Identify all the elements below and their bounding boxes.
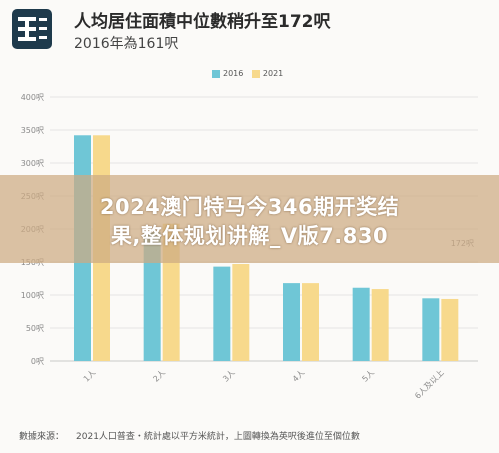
logo-icon xyxy=(12,9,52,49)
y-tick-label: 0呎 xyxy=(31,357,44,366)
legend-swatch-2016 xyxy=(212,69,220,78)
source-note: 數據來源： 2021人口普查・統計處以平方米統計，上圖轉換為英呎後進位至個位數 xyxy=(19,429,360,442)
bar-2016 xyxy=(143,232,161,361)
x-tick-label: 6人及以上 xyxy=(413,368,446,401)
legend-label-2021: 2021 xyxy=(262,69,284,78)
bar-2016 xyxy=(213,266,231,361)
legend-item-2021: 2021 xyxy=(251,69,284,78)
bar-2021 xyxy=(441,298,459,361)
bar-2016 xyxy=(422,298,440,361)
source-label: 數據來源： xyxy=(19,432,65,442)
y-tick-label: 50呎 xyxy=(26,324,44,333)
chart-subtitle: 2016年為161呎 xyxy=(74,36,179,52)
bar-2016 xyxy=(283,283,300,361)
legend-label-2016: 2016 xyxy=(223,69,244,78)
x-tick-label: 4人 xyxy=(291,368,307,384)
header: 人均居住面積中位數稍升至172呎 2016年為161呎 xyxy=(0,0,499,62)
y-tick-label: 350呎 xyxy=(21,126,44,135)
y-tick-label: 400呎 xyxy=(21,93,44,102)
overlay-banner: 2024澳门特马今346期开奖结 果,整体规划讲解_V版7.830 xyxy=(0,175,499,263)
legend-item-2016: 2016 xyxy=(212,69,243,78)
chart-title: 人均居住面積中位數稍升至172呎 xyxy=(74,12,331,32)
x-tick-label: 3人 xyxy=(221,368,237,384)
source-text: 2021人口普查・統計處以平方米統計，上圖轉換為英呎後進位至個位數 xyxy=(76,432,360,442)
y-tick-label: 300呎 xyxy=(21,159,44,168)
x-tick-label: 1人 xyxy=(82,368,98,384)
bar-2021 xyxy=(371,289,389,361)
bar-2021 xyxy=(302,283,319,361)
x-tick-label: 2人 xyxy=(151,368,167,384)
banner-line-2: 果,整体规划讲解_V版7.830 xyxy=(110,224,389,248)
bar-2021 xyxy=(232,263,250,361)
x-tick-label: 5人 xyxy=(360,368,376,384)
legend: 2016 2021 xyxy=(212,69,289,80)
bar-2016 xyxy=(352,287,370,361)
legend-swatch-2021 xyxy=(251,69,260,78)
y-tick-label: 100呎 xyxy=(21,291,44,300)
banner-line-1: 2024澳门特马今346期开奖结 xyxy=(99,195,400,219)
